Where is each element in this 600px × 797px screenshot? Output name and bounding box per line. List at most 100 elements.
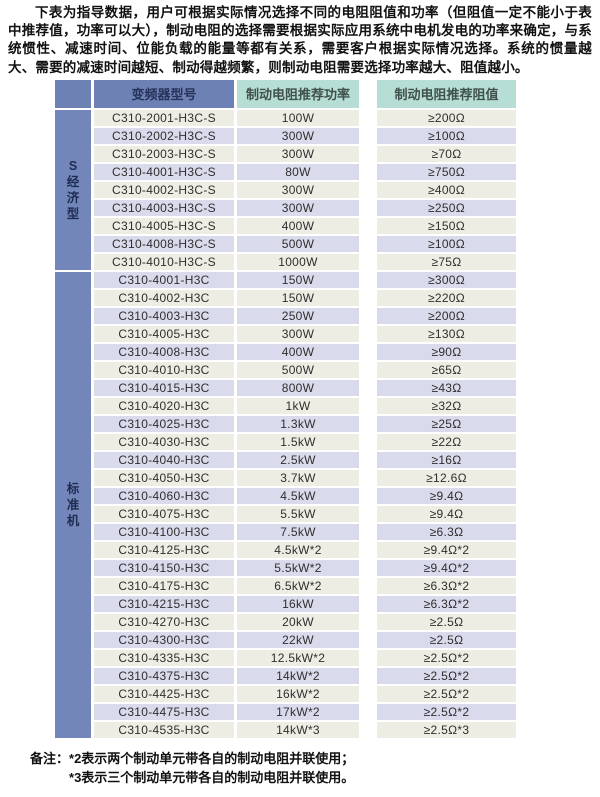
resistance-cell: ≥9.4Ω*2 xyxy=(377,559,516,576)
model-cell: C310-4175-H3C xyxy=(94,577,234,594)
power-cell: 16kW xyxy=(237,595,374,612)
power-cell: 4.5kW xyxy=(237,487,374,504)
power-cell: 1.5kW xyxy=(237,433,374,450)
table-row: C310-4030-H3C 1.5kW ≥22Ω xyxy=(55,433,516,450)
power-column-header: 制动电阻推荐功率 xyxy=(237,79,374,108)
power-cell: 1000W xyxy=(237,253,374,270)
model-cell: C310-4475-H3C xyxy=(94,703,234,720)
power-cell: 400W xyxy=(237,217,374,234)
power-cell: 1kW xyxy=(237,397,374,414)
resistance-cell: ≥150Ω xyxy=(377,217,516,234)
model-cell: C310-4015-H3C xyxy=(94,379,234,396)
resistance-cell: ≥200Ω xyxy=(377,109,516,126)
table-row: C310-4002-H3C-S 300W ≥400Ω xyxy=(55,181,516,198)
resistance-cell: ≥25Ω xyxy=(377,415,516,432)
power-cell: 300W xyxy=(237,145,374,162)
resistance-cell: ≥250Ω xyxy=(377,199,516,216)
power-cell: 800W xyxy=(237,379,374,396)
model-cell: C310-4020-H3C xyxy=(94,397,234,414)
resistance-cell: ≥2.5Ω*3 xyxy=(377,721,516,738)
model-cell: C310-4150-H3C xyxy=(94,559,234,576)
group-label-standard: 标准机 xyxy=(55,271,91,738)
power-cell: 500W xyxy=(237,235,374,252)
resistance-cell: ≥75Ω xyxy=(377,253,516,270)
resistance-cell: ≥6.3Ω*2 xyxy=(377,595,516,612)
model-cell: C310-2001-H3C-S xyxy=(94,109,234,126)
power-cell: 14kW*3 xyxy=(237,721,374,738)
model-cell: C310-4270-H3C xyxy=(94,613,234,630)
group-label-text: 标准机 xyxy=(66,481,80,528)
model-cell: C310-2003-H3C-S xyxy=(94,145,234,162)
resistance-cell: ≥2.5Ω*2 xyxy=(377,703,516,720)
table-row: C310-4015-H3C 800W ≥43Ω xyxy=(55,379,516,396)
power-cell: 300W xyxy=(237,325,374,342)
resistance-cell: ≥9.4Ω*2 xyxy=(377,541,516,558)
resistance-cell: ≥300Ω xyxy=(377,271,516,288)
power-cell: 7.5kW xyxy=(237,523,374,540)
resistance-cell: ≥2.5Ω xyxy=(377,631,516,648)
power-cell: 16kW*2 xyxy=(237,685,374,702)
model-cell: C310-4030-H3C xyxy=(94,433,234,450)
model-cell: C310-4008-H3C xyxy=(94,343,234,360)
model-cell: C310-4005-H3C-S xyxy=(94,217,234,234)
braking-resistor-table: 变频器型号 制动电阻推荐功率 制动电阻推荐阻值 S 经济型 C310-2001-H3… xyxy=(52,78,519,740)
resistance-cell: ≥100Ω xyxy=(377,235,516,252)
table-row: C310-4335-H3C 12.5kW*2 ≥2.5Ω*2 xyxy=(55,649,516,666)
table-row: C310-4425-H3C 16kW*2 ≥2.5Ω*2 xyxy=(55,685,516,702)
model-cell: C310-4100-H3C xyxy=(94,523,234,540)
power-cell: 300W xyxy=(237,181,374,198)
table-row: C310-4008-H3C 400W ≥90Ω xyxy=(55,343,516,360)
corner-header-cell xyxy=(55,79,91,108)
table-row: C310-4475-H3C 17kW*2 ≥2.5Ω*2 xyxy=(55,703,516,720)
model-cell: C310-4001-H3C xyxy=(94,271,234,288)
resistance-cell: ≥750Ω xyxy=(377,163,516,180)
power-cell: 2.5kW xyxy=(237,451,374,468)
table-row: C310-4040-H3C 2.5kW ≥16Ω xyxy=(55,451,516,468)
power-cell: 250W xyxy=(237,307,374,324)
power-cell: 500W xyxy=(237,361,374,378)
power-cell: 150W xyxy=(237,271,374,288)
power-cell: 14kW*2 xyxy=(237,667,374,684)
model-cell: C310-4300-H3C xyxy=(94,631,234,648)
resistance-cell: ≥2.5Ω*2 xyxy=(377,649,516,666)
power-cell: 5.5kW xyxy=(237,505,374,522)
power-cell: 4.5kW*2 xyxy=(237,541,374,558)
power-cell: 20kW xyxy=(237,613,374,630)
resistance-cell: ≥220Ω xyxy=(377,289,516,306)
model-cell: C310-4010-H3C xyxy=(94,361,234,378)
model-cell: C310-4125-H3C xyxy=(94,541,234,558)
model-cell: C310-4008-H3C-S xyxy=(94,235,234,252)
power-cell: 80W xyxy=(237,163,374,180)
resistance-cell: ≥130Ω xyxy=(377,325,516,342)
power-cell: 150W xyxy=(237,289,374,306)
power-cell: 300W xyxy=(237,127,374,144)
table-row: 标准机 C310-4001-H3C 150W ≥300Ω xyxy=(55,271,516,738)
footnote-line-2: *3表示三个制动单元带各自的制动电阻并联使用。 xyxy=(69,769,355,785)
table-row: C310-4003-H3C 250W ≥200Ω xyxy=(55,307,516,324)
model-cell: C310-4002-H3C-S xyxy=(94,181,234,198)
table-row: C310-4010-H3C 500W ≥65Ω xyxy=(55,361,516,378)
table-row: C310-4375-H3C 14kW*2 ≥2.5Ω*2 xyxy=(55,667,516,684)
table-row: C310-4300-H3C 22kW ≥2.5Ω xyxy=(55,631,516,648)
table-row: C310-2003-H3C-S 300W ≥70Ω xyxy=(55,145,516,162)
model-cell: C310-4425-H3C xyxy=(94,685,234,702)
resistance-cell: ≥9.4Ω xyxy=(377,505,516,522)
table-row: C310-4150-H3C 5.5kW*2 ≥9.4Ω*2 xyxy=(55,559,516,576)
resistance-cell: ≥90Ω xyxy=(377,343,516,360)
resistance-cell: ≥200Ω xyxy=(377,307,516,324)
table-row: C310-4005-H3C-S 400W ≥150Ω xyxy=(55,217,516,234)
resistance-cell: ≥2.5Ω*2 xyxy=(377,667,516,684)
table-row: C310-4003-H3C-S 300W ≥250Ω xyxy=(55,199,516,216)
table-row: C310-4010-H3C-S 1000W ≥75Ω xyxy=(55,253,516,270)
table-row: C310-4215-H3C 16kW ≥6.3Ω*2 xyxy=(55,595,516,612)
power-cell: 5.5kW*2 xyxy=(237,559,374,576)
table-row: C310-2002-H3C-S 300W ≥100Ω xyxy=(55,127,516,144)
model-cell: C310-4025-H3C xyxy=(94,415,234,432)
resistance-cell: ≥2.5Ω*2 xyxy=(377,685,516,702)
table-row: C310-4025-H3C 1.3kW ≥25Ω xyxy=(55,415,516,432)
resistance-cell: ≥100Ω xyxy=(377,127,516,144)
intro-paragraph: 下表为指导数据，用户可根据实际情况选择不同的电阻阻值和功率（但阻值一定不能小于表… xyxy=(8,5,592,75)
power-cell: 17kW*2 xyxy=(237,703,374,720)
